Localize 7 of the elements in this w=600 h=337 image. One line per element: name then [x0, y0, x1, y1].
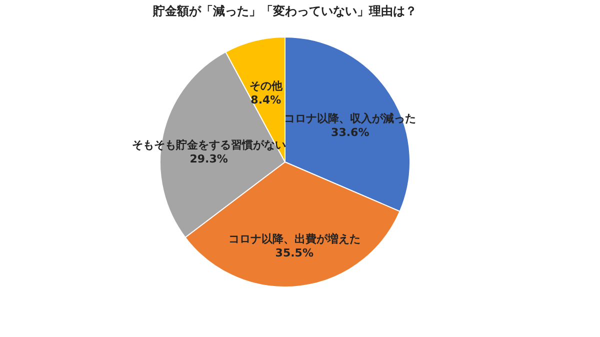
data-label: 8.4% [250, 93, 282, 106]
chart-title: 貯金額が「減った」「変わっていない」理由は？ [152, 4, 417, 18]
data-label: 33.6% [331, 126, 370, 140]
data-label: 35.5% [275, 246, 314, 260]
slice-label: コロナ以降、出費が増えた [228, 232, 360, 246]
slice-label: その他 [249, 79, 284, 92]
data-label: 29.3% [190, 152, 228, 166]
